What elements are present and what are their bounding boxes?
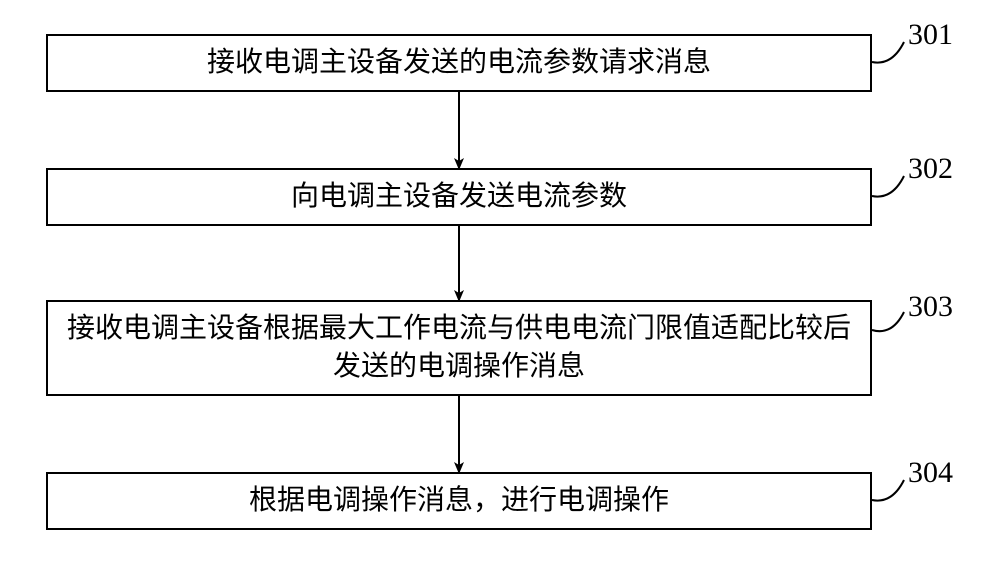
flow-step-2-label: 302 [908,152,953,186]
flow-step-4: 根据电调操作消息，进行电调操作 [46,472,872,530]
callout-1 [872,42,904,63]
flow-step-2-text: 向电调主设备发送电流参数 [291,178,627,216]
flow-step-3-label: 303 [908,290,953,324]
flow-step-3-text: 接收电调主设备根据最大工作电流与供电电流门限值适配比较后发送的电调操作消息 [58,310,860,386]
callout-2 [872,176,904,197]
flow-step-1-label: 301 [908,18,953,52]
callout-4 [872,480,904,501]
flowchart-canvas: 接收电调主设备发送的电流参数请求消息 301 向电调主设备发送电流参数 302 … [0,0,1000,567]
flow-step-3: 接收电调主设备根据最大工作电流与供电电流门限值适配比较后发送的电调操作消息 [46,300,872,396]
flow-step-1-text: 接收电调主设备发送的电流参数请求消息 [207,44,711,82]
flow-step-4-label: 304 [908,456,953,490]
flow-step-2: 向电调主设备发送电流参数 [46,168,872,226]
flow-step-4-text: 根据电调操作消息，进行电调操作 [249,482,669,520]
flow-step-1: 接收电调主设备发送的电流参数请求消息 [46,34,872,92]
callout-3 [872,312,904,331]
